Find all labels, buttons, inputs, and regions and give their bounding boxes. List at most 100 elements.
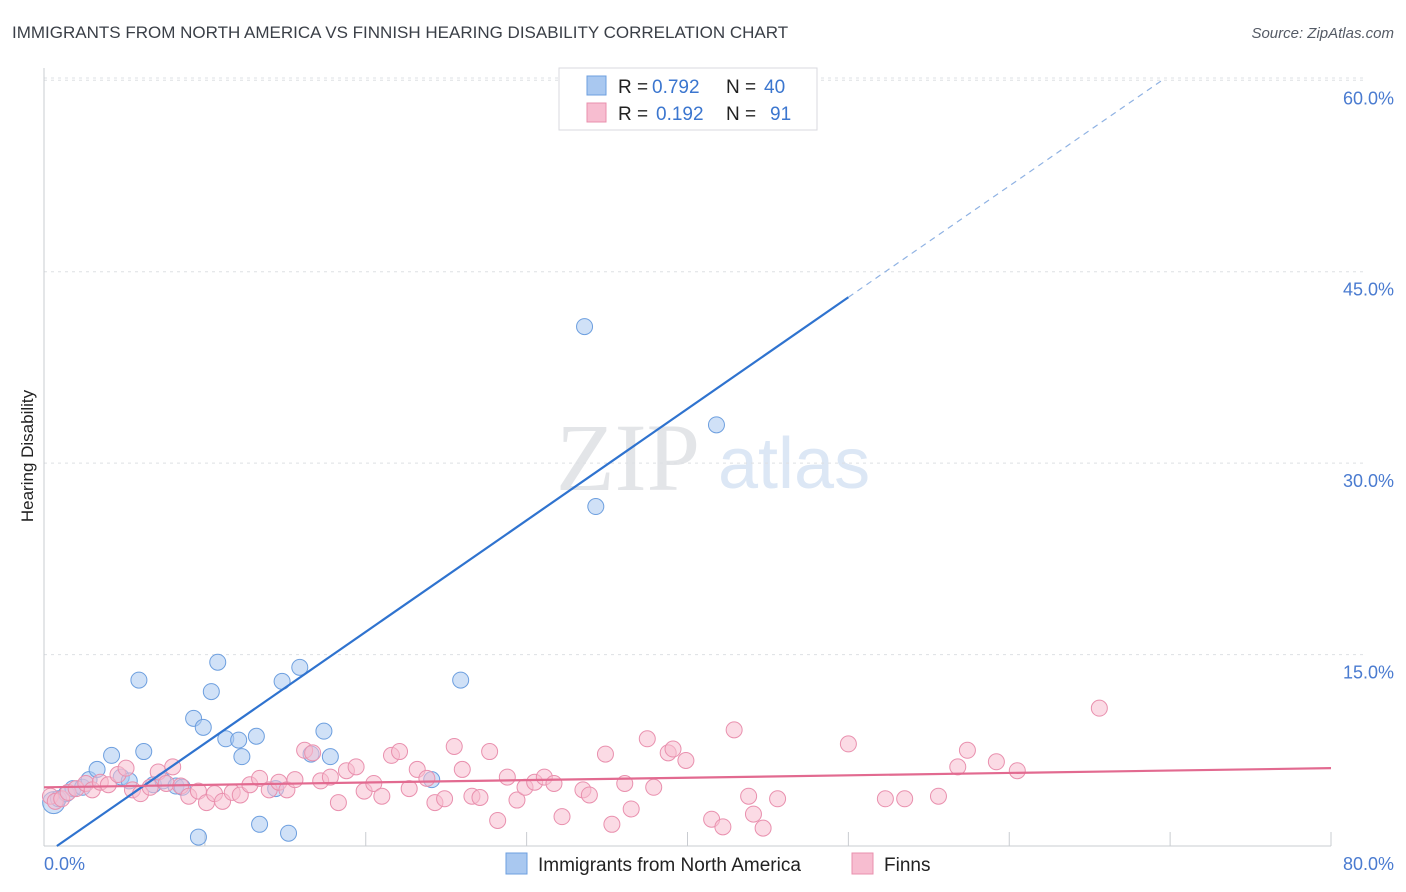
finns-point-52 xyxy=(481,743,499,761)
finns-point-84 xyxy=(958,741,976,759)
immigrants-trend-line xyxy=(56,296,850,847)
trend-lines xyxy=(43,79,1332,847)
immigrants-trend-extension xyxy=(848,79,1163,298)
finns-point-63 xyxy=(596,745,614,763)
stats-legend-n-label-2: N = xyxy=(726,104,756,125)
finns-point-47 xyxy=(436,790,454,808)
finns-point-40 xyxy=(373,787,391,805)
immigrants-point-22 xyxy=(230,731,248,749)
immigrants-point-28 xyxy=(280,824,298,842)
immigrants-point-29 xyxy=(291,658,309,676)
finns-point-37 xyxy=(347,758,365,776)
finns-point-81 xyxy=(896,790,914,808)
finns-point-83 xyxy=(949,758,967,776)
x-tick-label-min: 0.0% xyxy=(44,854,85,874)
immigrants-point-24 xyxy=(247,727,265,745)
chart-title: IMMIGRANTS FROM NORTH AMERICA VS FINNISH… xyxy=(12,23,788,42)
bottom-legend-swatch-immigrants xyxy=(505,852,528,875)
immigrants-point-18 xyxy=(194,718,212,736)
finns-point-49 xyxy=(453,760,471,778)
stats-legend-swatch-immigrants xyxy=(586,75,607,96)
immigrants-point-37 xyxy=(707,416,725,434)
bottom-legend-label-immigrants: Immigrants from North America xyxy=(538,855,801,876)
finns-point-51 xyxy=(471,789,489,807)
stats-legend-r-value-1: 0.792 xyxy=(652,77,700,98)
immigrants-point-10 xyxy=(130,671,148,689)
chart-source: Source: ZipAtlas.com xyxy=(1251,25,1394,42)
finns-point-87 xyxy=(1090,699,1108,717)
finns-point-66 xyxy=(622,800,640,818)
x-tick-label-max: 80.0% xyxy=(1343,854,1394,874)
finns-point-15 xyxy=(157,774,175,792)
finns-point-79 xyxy=(839,735,857,753)
stats-legend-n-label-1: N = xyxy=(726,77,756,98)
stats-legend: R = 0.792 N = 40 R = 0.192 N = 91 xyxy=(558,67,818,131)
y-tick-label-15: 15.0% xyxy=(1343,663,1394,683)
finns-point-34 xyxy=(321,768,339,786)
stats-legend-r-value-2: 0.192 xyxy=(656,104,704,125)
finns-point-54 xyxy=(498,768,516,786)
watermark: ZIP atlas xyxy=(556,404,870,511)
y-axis-title: Hearing Disability xyxy=(18,389,37,522)
finns-point-82 xyxy=(929,787,947,805)
immigrants-point-19 xyxy=(202,683,220,701)
finns-point-73 xyxy=(714,818,732,836)
y-tick-label-45: 45.0% xyxy=(1343,280,1394,300)
finns-point-71 xyxy=(677,751,695,769)
x-axis-ticks xyxy=(43,832,1332,846)
finns-point-35 xyxy=(329,794,347,812)
finns-point-55 xyxy=(508,791,526,809)
watermark-atlas: atlas xyxy=(718,424,870,504)
finns-point-48 xyxy=(445,737,463,755)
immigrants-point-32 xyxy=(321,748,339,766)
y-tick-label-60: 60.0% xyxy=(1343,88,1394,108)
immigrants-point-17 xyxy=(189,828,207,846)
finns-point-86 xyxy=(1008,762,1026,780)
finns-point-43 xyxy=(400,780,418,798)
y-tick-label-30: 30.0% xyxy=(1343,471,1394,491)
finns-point-53 xyxy=(489,811,507,829)
immigrants-point-23 xyxy=(233,748,251,766)
finns-point-64 xyxy=(603,815,621,833)
immigrants-point-25 xyxy=(251,815,269,833)
gridlines xyxy=(44,77,1366,656)
immigrants-point-20 xyxy=(209,653,227,671)
y-tick-labels: 15.0% 30.0% 45.0% 60.0% xyxy=(1343,88,1394,682)
finns-point-45 xyxy=(418,769,436,787)
immigrants-point-34 xyxy=(452,671,470,689)
finns-point-26 xyxy=(251,769,269,787)
data-points xyxy=(41,318,1108,846)
finns-point-85 xyxy=(987,753,1005,771)
finns-point-10 xyxy=(117,759,135,777)
bottom-legend-swatch-finns xyxy=(851,852,874,875)
finns-point-74 xyxy=(725,721,743,739)
bottom-legend-label-finns: Finns xyxy=(884,855,930,876)
immigrants-point-7 xyxy=(103,746,121,764)
stats-legend-r-label-2: R = xyxy=(618,104,648,125)
finns-trend-line xyxy=(43,767,1332,789)
immigrants-point-35 xyxy=(576,318,594,336)
finns-point-70 xyxy=(664,740,682,758)
finns-point-42 xyxy=(391,743,409,761)
finns-point-62 xyxy=(580,786,598,804)
stats-legend-n-value-1: 40 xyxy=(764,77,785,98)
finns-point-75 xyxy=(740,787,758,805)
finns-point-77 xyxy=(754,819,772,837)
finns-point-78 xyxy=(769,790,787,808)
immigrants-point-31 xyxy=(315,722,333,740)
finns-point-30 xyxy=(286,771,304,789)
finns-point-59 xyxy=(545,774,563,792)
stats-legend-swatch-finns xyxy=(586,102,607,123)
finns-point-60 xyxy=(553,808,571,826)
finns-point-68 xyxy=(645,778,663,796)
stats-legend-n-value-2: 91 xyxy=(770,104,791,125)
immigrants-point-36 xyxy=(587,498,605,516)
watermark-zip: ZIP xyxy=(556,404,700,511)
finns-point-32 xyxy=(304,744,322,762)
finns-point-67 xyxy=(638,730,656,748)
finns-point-76 xyxy=(744,805,762,823)
immigrants-point-11 xyxy=(135,743,153,761)
bottom-legend: Immigrants from North America Finns xyxy=(505,852,930,876)
finns-point-80 xyxy=(876,790,894,808)
